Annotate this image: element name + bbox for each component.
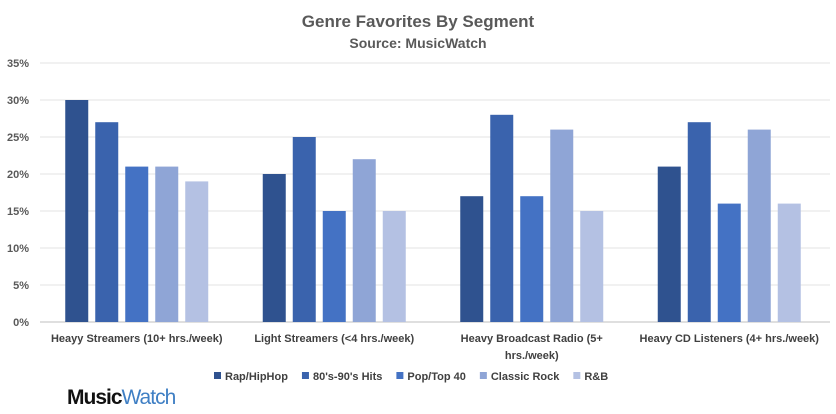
bar (185, 181, 209, 322)
musicwatch-logo: MusicWatch (67, 386, 177, 410)
y-tick-label: 25% (7, 132, 29, 144)
bar (125, 166, 149, 322)
bar (155, 166, 179, 322)
x-tick-label: Light Streamers (<4 hrs./week) (254, 333, 414, 345)
legend-swatch (301, 372, 309, 379)
x-tick-label: Heavy Broadcast Radio (5+ (461, 333, 603, 345)
bar (292, 137, 316, 322)
y-tick-label: 0% (13, 317, 29, 329)
y-tick-label: 35% (7, 58, 29, 70)
bar (322, 211, 346, 322)
bar (747, 129, 771, 322)
bar (490, 114, 514, 322)
bar (382, 211, 406, 322)
y-tick-label: 15% (7, 206, 29, 218)
bar (550, 129, 574, 322)
legend-swatch (479, 372, 487, 379)
y-tick-label: 20% (7, 169, 29, 181)
legend-label: Rap/HipHop (225, 371, 288, 383)
x-tick-label: Heayy Streamers (10+ hrs./week) (51, 333, 223, 345)
bar (65, 100, 89, 322)
bar (657, 166, 681, 322)
legend-label: 80's-90's Hits (313, 371, 382, 383)
bar (777, 203, 801, 322)
bar (687, 122, 711, 322)
x-tick-label: hrs./week) (505, 350, 559, 362)
legend-swatch (214, 372, 221, 379)
chart-title: Genre Favorites By Segment (302, 12, 535, 31)
logo-part1: Music (67, 386, 123, 409)
logo-part2: Watch (121, 386, 177, 409)
bar (717, 203, 741, 322)
y-tick-label: 30% (7, 95, 29, 107)
legend-label: Pop/Top 40 (407, 371, 465, 383)
legend-label: R&B (584, 371, 608, 383)
bar (95, 122, 119, 322)
y-tick-label: 10% (7, 243, 29, 255)
legend-swatch (573, 372, 581, 379)
bar (352, 159, 376, 322)
x-tick-label: Heavy CD Listeners (4+ hrs./week) (640, 333, 820, 345)
legend-swatch (396, 372, 404, 379)
legend-label: Classic Rock (491, 371, 560, 383)
bar (460, 196, 484, 322)
bar (580, 211, 604, 322)
chart-subtitle: Source: MusicWatch (349, 35, 486, 51)
bar (262, 174, 286, 322)
y-tick-label: 5% (13, 280, 29, 292)
bar (520, 196, 544, 322)
